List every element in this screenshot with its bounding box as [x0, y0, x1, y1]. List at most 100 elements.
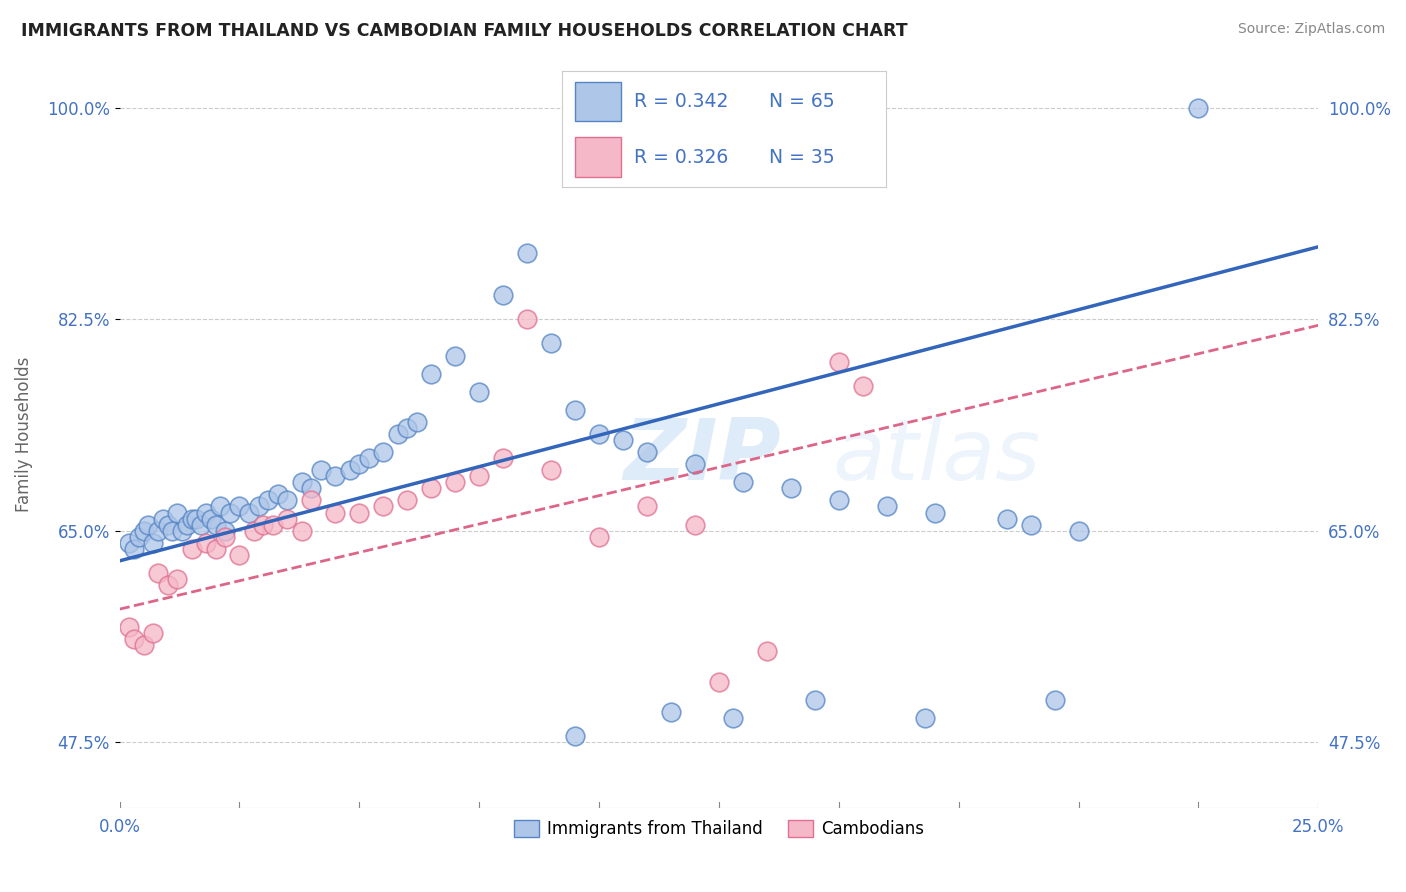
Point: [309, 463, 332, 477]
Point: [540, 463, 562, 477]
Point: [142, 535, 165, 549]
Legend: Immigrants from Thailand, Cambodians: Immigrants from Thailand, Cambodians: [508, 814, 931, 845]
Point: [194, 535, 217, 549]
Point: [118, 620, 141, 634]
Point: [1043, 692, 1066, 706]
Point: [299, 482, 322, 496]
Text: IMMIGRANTS FROM THAILAND VS CAMBODIAN FAMILY HOUSEHOLDS CORRELATION CHART: IMMIGRANTS FROM THAILAND VS CAMBODIAN FA…: [21, 22, 908, 40]
Point: [132, 524, 155, 538]
Point: [683, 457, 706, 471]
Point: [162, 524, 184, 538]
Point: [166, 506, 188, 520]
Point: [357, 451, 380, 466]
Point: [291, 475, 314, 490]
Point: [243, 524, 266, 538]
Point: [349, 457, 371, 471]
Point: [516, 245, 538, 260]
Point: [636, 500, 658, 514]
Point: [299, 493, 322, 508]
Point: [170, 524, 193, 538]
Point: [828, 493, 851, 508]
Point: [262, 517, 284, 532]
Text: R = 0.326: R = 0.326: [634, 148, 728, 167]
Point: [924, 506, 946, 520]
Point: [995, 511, 1018, 525]
Point: [209, 500, 232, 514]
Point: [138, 517, 160, 532]
Point: [118, 535, 141, 549]
Y-axis label: Family Households: Family Households: [15, 356, 32, 512]
Bar: [575, 82, 620, 121]
Point: [588, 530, 610, 544]
Point: [373, 445, 395, 459]
Point: [876, 500, 898, 514]
Point: [349, 506, 371, 520]
Point: [194, 506, 217, 520]
Point: [276, 493, 298, 508]
Point: [387, 427, 409, 442]
Point: [420, 367, 443, 381]
Text: atlas: atlas: [832, 415, 1040, 498]
Point: [228, 500, 250, 514]
Point: [588, 427, 610, 442]
Point: [420, 482, 443, 496]
Point: [468, 384, 491, 399]
Point: [291, 524, 314, 538]
Point: [156, 517, 179, 532]
Point: [444, 349, 467, 363]
Point: [142, 626, 165, 640]
Point: [166, 572, 188, 586]
Point: [152, 511, 174, 525]
Point: [325, 506, 347, 520]
Point: [252, 517, 274, 532]
Point: [180, 511, 202, 525]
Point: [325, 469, 347, 483]
Point: [257, 493, 280, 508]
Point: [804, 692, 827, 706]
Point: [247, 500, 270, 514]
Text: N = 35: N = 35: [769, 148, 835, 167]
Point: [468, 469, 491, 483]
Point: [828, 354, 851, 368]
Point: [516, 312, 538, 326]
Point: [659, 705, 682, 719]
Point: [852, 378, 875, 392]
Point: [146, 524, 169, 538]
Point: [146, 566, 169, 580]
Point: [612, 433, 634, 447]
Point: [267, 487, 290, 501]
Point: [1019, 517, 1042, 532]
Text: N = 65: N = 65: [769, 92, 835, 111]
Point: [214, 530, 236, 544]
Point: [228, 548, 250, 562]
Point: [190, 517, 212, 532]
Text: R = 0.342: R = 0.342: [634, 92, 728, 111]
Point: [180, 541, 202, 556]
Point: [132, 639, 155, 653]
Point: [444, 475, 467, 490]
Point: [238, 506, 260, 520]
Point: [373, 500, 395, 514]
Point: [1187, 101, 1209, 115]
Point: [731, 475, 754, 490]
Text: Source: ZipAtlas.com: Source: ZipAtlas.com: [1237, 22, 1385, 37]
Point: [492, 451, 515, 466]
Point: [540, 336, 562, 351]
Text: ZIP: ZIP: [623, 415, 780, 498]
Point: [122, 632, 145, 647]
Point: [176, 517, 198, 532]
Point: [186, 511, 208, 525]
Bar: [575, 137, 620, 177]
Point: [723, 711, 745, 725]
Point: [755, 644, 778, 658]
Point: [396, 421, 419, 435]
Point: [276, 511, 298, 525]
Point: [219, 506, 242, 520]
Point: [156, 578, 179, 592]
Point: [492, 288, 515, 302]
Point: [1067, 524, 1090, 538]
Point: [406, 415, 429, 429]
Point: [707, 674, 730, 689]
Point: [396, 493, 419, 508]
Point: [204, 541, 226, 556]
